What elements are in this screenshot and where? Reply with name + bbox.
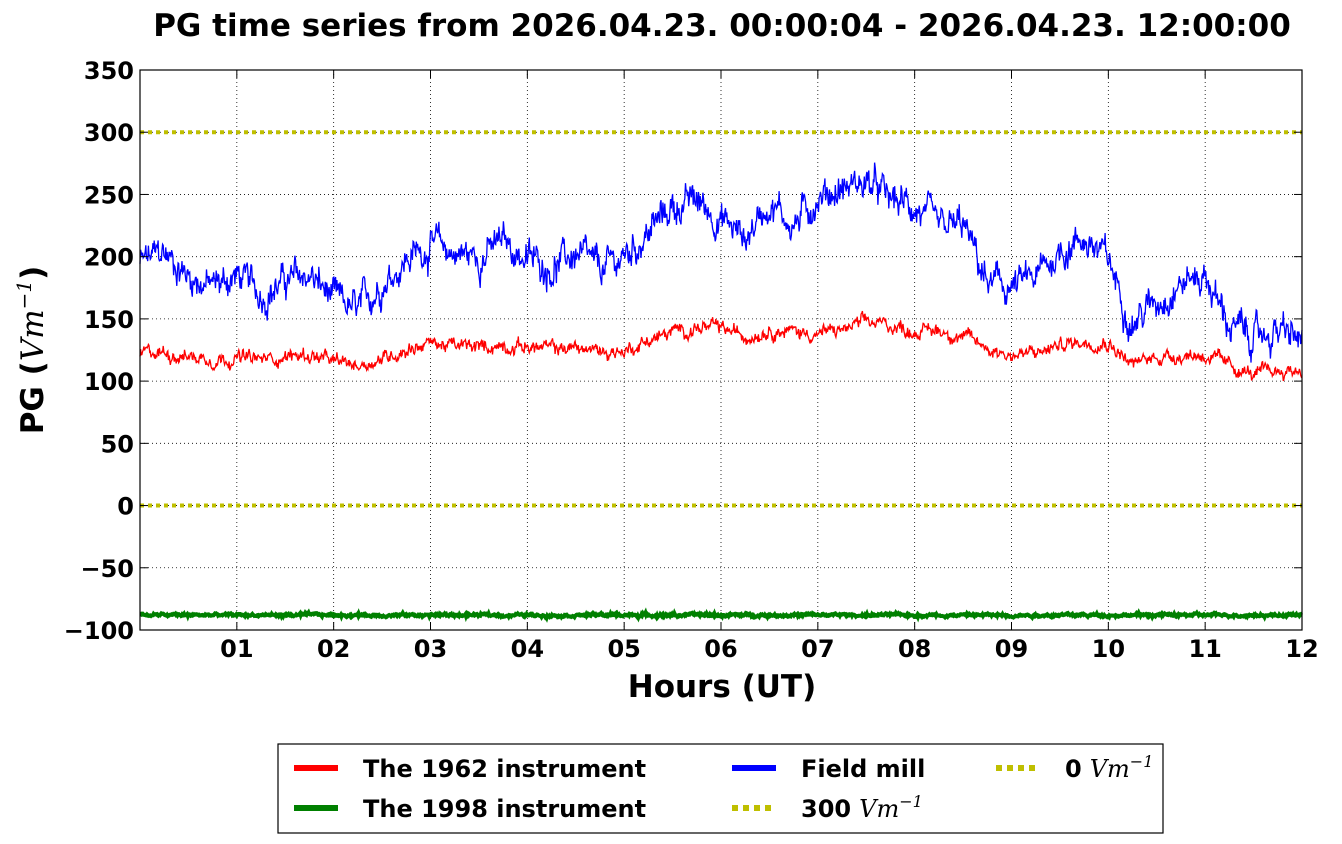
legend-label: Field mill	[801, 755, 925, 783]
y-tick-label: 200	[84, 244, 134, 272]
x-tick-label: 07	[801, 635, 834, 663]
y-tick-label: 50	[101, 430, 134, 458]
y-axis-label-unit-exp: −1	[12, 280, 36, 309]
y-tick-label: 150	[84, 306, 134, 334]
x-tick-label: 01	[220, 635, 253, 663]
x-tick-label: 06	[704, 635, 737, 663]
y-tick-label: 350	[84, 57, 134, 85]
legend-label: 0 Vm−1	[1065, 752, 1153, 783]
x-tick-label: 10	[1092, 635, 1125, 663]
x-tick-label: 12	[1285, 635, 1318, 663]
legend-box	[277, 743, 1164, 834]
legend: The 1962 instrument The 1998 instrument Fi…	[277, 743, 1164, 834]
x-tick-label: 04	[511, 635, 544, 663]
y-axis-label-close: )	[15, 266, 51, 280]
y-tick-label: 250	[84, 181, 134, 209]
series-line	[139, 607, 1303, 623]
y-tick-label: −100	[64, 617, 134, 645]
y-tick-label: 0	[117, 493, 134, 521]
x-tick-label: 02	[317, 635, 350, 663]
plot-area	[139, 130, 1303, 623]
series-line	[139, 162, 1303, 363]
y-axis-label-text: PG (	[15, 361, 51, 434]
y-tick-label: 100	[84, 368, 134, 396]
legend-label: The 1998 instrument	[363, 795, 646, 823]
chart-title: PG time series from 2026.04.23. 00:00:04…	[153, 8, 1291, 44]
legend-label: The 1962 instrument	[363, 755, 646, 783]
legend-label: 300 Vm−1	[801, 792, 923, 823]
x-tick-label: 03	[414, 635, 447, 663]
y-tick-label: 300	[84, 119, 134, 147]
x-tick-label: 11	[1188, 635, 1221, 663]
grid	[140, 69, 1303, 631]
series-line	[139, 310, 1303, 382]
y-axis-label: PG (Vm−1)	[12, 266, 51, 435]
x-tick-label: 09	[995, 635, 1028, 663]
y-axis-label-unit: Vm	[15, 309, 51, 361]
x-axis-label: Hours (UT)	[628, 669, 817, 705]
y-tick-label: −50	[80, 555, 134, 583]
x-tick-label: 08	[898, 635, 931, 663]
x-tick-label: 05	[607, 635, 640, 663]
axis-ticks: 01 02 03 04 05 06 07 08 09 10 11 12 −100 −50 0 50 100 150…	[64, 57, 1319, 663]
